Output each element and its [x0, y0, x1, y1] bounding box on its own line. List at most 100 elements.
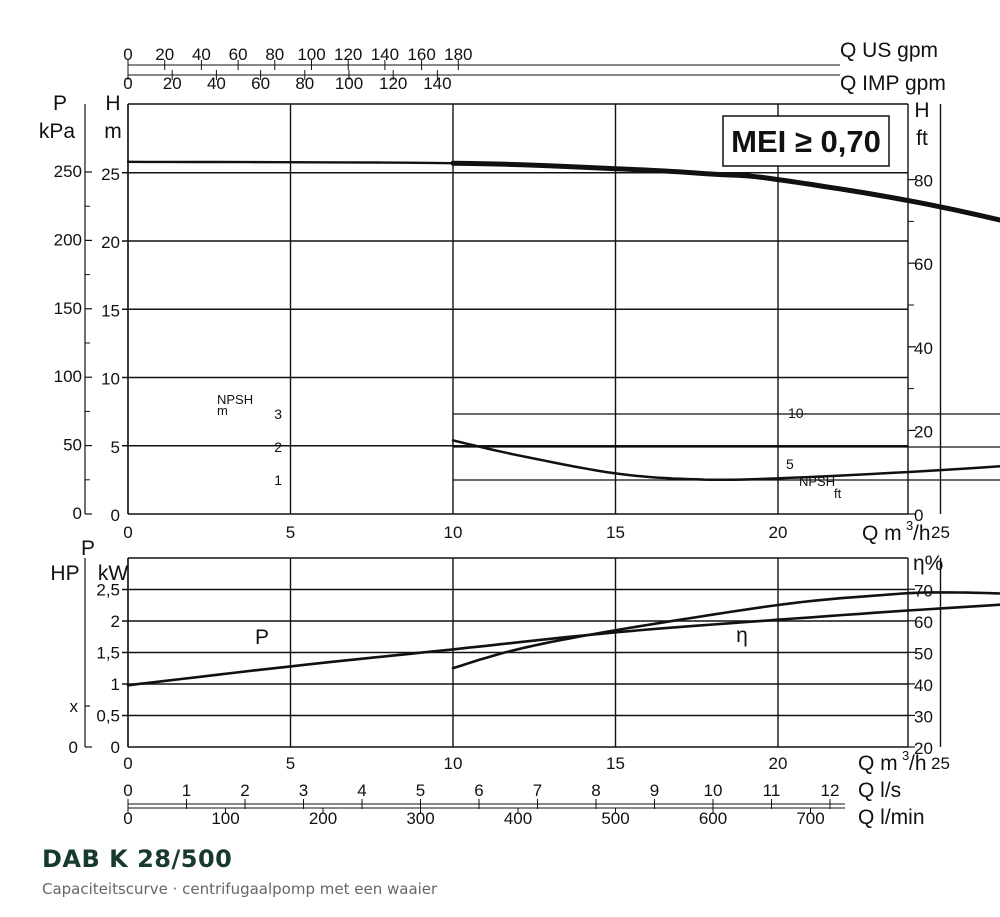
kw-tick-label: 2,5 [96, 581, 120, 600]
imp-gpm-tick-label: 60 [251, 74, 270, 93]
kw-tick-label: 1,5 [96, 644, 120, 663]
chart-title: DAB K 28/500 [42, 845, 233, 873]
x-tick-label: 20 [769, 754, 788, 773]
y-meter-tick-label: 25 [101, 165, 120, 184]
us-gpm-tick-label: 180 [444, 45, 472, 64]
us-gpm-tick-label: 140 [371, 45, 399, 64]
eta-axis-label: η% [913, 552, 943, 575]
power-curve [126, 603, 1000, 687]
x-axis-label: Q m [858, 752, 898, 775]
ls-tick-label: 9 [650, 781, 659, 800]
x-tick-label: 5 [286, 754, 295, 773]
x-tick-label: 15 [606, 523, 625, 542]
kpa-tick-label: 0 [73, 504, 82, 523]
ls-tick-label: 3 [299, 781, 308, 800]
us-gpm-tick-label: 40 [192, 45, 211, 64]
mei-badge-label: MEI ≥ 0,70 [731, 124, 881, 159]
meter-axis-label: H [105, 92, 120, 115]
imp-gpm-tick-label: 140 [423, 74, 451, 93]
x-axis-label-sup: 3 [906, 518, 913, 533]
efficiency-curve-label: η [736, 624, 748, 647]
npsh-curve [451, 439, 1000, 482]
x-tick-label: 10 [444, 754, 463, 773]
mei-badge [722, 115, 890, 167]
kpa-tick-label: 200 [54, 230, 82, 249]
hp-axis-label: HP [50, 562, 79, 585]
ls-tick-label: 10 [704, 781, 723, 800]
x-tick-label: 0 [123, 523, 132, 542]
ft-tick-label: 40 [914, 339, 933, 358]
imp-gpm-tick-label: 120 [379, 74, 407, 93]
meter-axis-unit: m [104, 120, 122, 143]
npsh-m-label: NPSH [217, 392, 253, 407]
ls-tick-label: 6 [474, 781, 483, 800]
eta-tick-label: 30 [914, 707, 933, 726]
eta-tick-label: 40 [914, 676, 933, 695]
x-tick-label: 5 [286, 523, 295, 542]
imp-gpm-tick-label: 20 [163, 74, 182, 93]
eta-tick-label: 70 [914, 581, 933, 600]
x-tick-label: 20 [769, 523, 788, 542]
chart-subtitle: Capaciteitscurve · centrifugaalpomp met … [42, 880, 438, 898]
npsh-m-tick-label: 1 [274, 472, 282, 488]
lmin-tick-label: 0 [123, 809, 132, 828]
x-axis-label-sup: 3 [902, 748, 909, 763]
kw-axis-unit: kW [98, 562, 129, 585]
hp-tick-label: 0 [69, 738, 78, 757]
us-gpm-tick-label: 120 [334, 45, 362, 64]
imp-gpm-tick-label: 80 [295, 74, 314, 93]
imp-gpm-tick-label: 40 [207, 74, 226, 93]
npsh-m-unit: m [217, 403, 228, 418]
lmin-axis-label: Q l/min [858, 806, 925, 829]
y-meter-tick-label: 0 [111, 506, 120, 525]
kw-axis-label: P [81, 537, 95, 560]
y-meter-tick-label: 20 [101, 233, 120, 252]
x-axis-label: /h [909, 752, 927, 775]
ls-tick-label: 12 [821, 781, 840, 800]
hp-tick-label: x [70, 697, 79, 716]
ft-tick-label: 80 [914, 172, 933, 191]
us-gpm-tick-label: 20 [155, 45, 174, 64]
y-meter-tick-label: 5 [111, 438, 120, 457]
kpa-tick-label: 50 [63, 436, 82, 455]
ls-tick-label: 8 [591, 781, 600, 800]
lmin-tick-label: 500 [601, 809, 629, 828]
x-tick-label: 10 [444, 523, 463, 542]
npsh-m-tick-label: 3 [274, 406, 282, 422]
ft-axis-label: H [914, 99, 929, 122]
x-tick-label: 25 [931, 754, 950, 773]
efficiency-curve [451, 591, 1000, 670]
lmin-tick-label: 600 [699, 809, 727, 828]
x-tick-label: 25 [931, 523, 950, 542]
ls-tick-label: 2 [240, 781, 249, 800]
kw-tick-label: 2 [111, 612, 120, 631]
us-gpm-tick-label: 100 [297, 45, 325, 64]
kpa-tick-label: 100 [54, 367, 82, 386]
eta-tick-label: 50 [914, 644, 933, 663]
kpa-axis-unit: kPa [39, 120, 76, 143]
imp-gpm-tick-label: 0 [123, 74, 132, 93]
us-gpm-tick-label: 80 [265, 45, 284, 64]
imp-gpm-axis-label: Q IMP gpm [840, 72, 946, 95]
y-meter-tick-label: 15 [101, 301, 120, 320]
y-meter-tick-label: 10 [101, 370, 120, 389]
kw-tick-label: 1 [111, 675, 120, 694]
kw-tick-label: 0,5 [96, 707, 120, 726]
npsh-ft-unit: ft [834, 486, 842, 501]
kw-tick-label: 0 [111, 738, 120, 757]
us-gpm-axis-label: Q US gpm [840, 39, 938, 62]
x-axis-label: /h [913, 522, 931, 545]
ls-tick-label: 0 [123, 781, 132, 800]
npsh-ft-tick-label: 5 [786, 456, 794, 472]
ft-tick-label: 0 [914, 506, 923, 525]
ls-tick-label: 7 [533, 781, 542, 800]
eta-tick-label: 60 [914, 613, 933, 632]
kpa-tick-label: 250 [54, 162, 82, 181]
lmin-tick-label: 100 [211, 809, 239, 828]
npsh-ft-tick-label: 10 [788, 405, 804, 421]
ft-tick-label: 20 [914, 422, 933, 441]
kpa-axis-label: P [53, 92, 67, 115]
x-tick-label: 15 [606, 754, 625, 773]
ft-axis-unit: ft [916, 127, 928, 150]
